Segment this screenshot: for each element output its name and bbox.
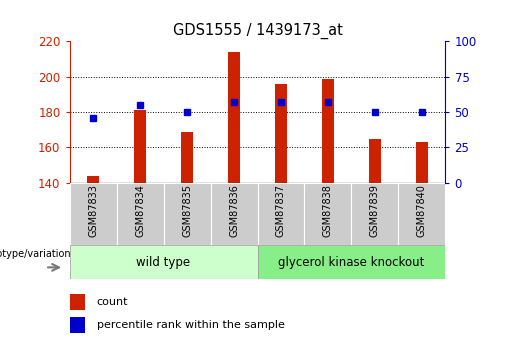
- Text: GSM87835: GSM87835: [182, 184, 192, 237]
- Bar: [134, 110, 146, 183]
- Text: percentile rank within the sample: percentile rank within the sample: [97, 320, 284, 330]
- Bar: [258, 245, 445, 279]
- Bar: [399, 183, 445, 245]
- Text: glycerol kinase knockout: glycerol kinase knockout: [278, 256, 425, 269]
- Bar: [181, 131, 193, 183]
- Bar: [228, 52, 240, 183]
- Bar: [70, 183, 116, 245]
- Text: genotype/variation: genotype/variation: [0, 249, 71, 258]
- Text: count: count: [97, 297, 128, 307]
- Bar: [70, 245, 258, 279]
- Text: GSM87833: GSM87833: [88, 184, 98, 237]
- Title: GDS1555 / 1439173_at: GDS1555 / 1439173_at: [173, 22, 342, 39]
- Bar: [304, 183, 352, 245]
- Bar: [70, 317, 85, 333]
- Text: GSM87840: GSM87840: [417, 184, 427, 237]
- Bar: [116, 183, 164, 245]
- Text: GSM87834: GSM87834: [135, 184, 145, 237]
- Bar: [369, 139, 381, 183]
- Bar: [70, 294, 85, 310]
- Text: GSM87838: GSM87838: [323, 184, 333, 237]
- Bar: [211, 183, 258, 245]
- Bar: [87, 176, 99, 183]
- Bar: [352, 183, 399, 245]
- Bar: [164, 183, 211, 245]
- Text: wild type: wild type: [136, 256, 191, 269]
- Bar: [275, 84, 287, 183]
- Bar: [258, 183, 304, 245]
- Bar: [322, 79, 334, 183]
- Bar: [416, 142, 428, 183]
- Text: GSM87836: GSM87836: [229, 184, 239, 237]
- Text: GSM87839: GSM87839: [370, 184, 380, 237]
- Text: GSM87837: GSM87837: [276, 184, 286, 237]
